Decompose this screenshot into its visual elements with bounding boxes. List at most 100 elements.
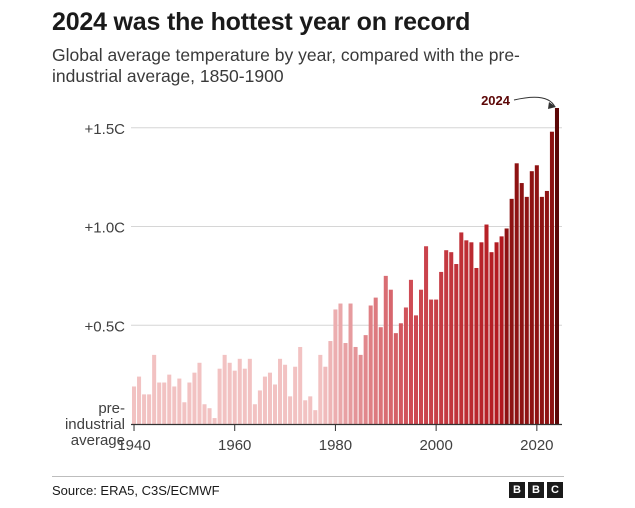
bar-1968	[272, 384, 278, 424]
bar-chart: +0.5C +1.0C +1.5C pre-industrialaverage1940…	[65, 93, 562, 454]
bar-1958	[222, 354, 227, 424]
bar-1965	[257, 390, 262, 424]
bar-1971	[288, 396, 293, 424]
bar-2024	[554, 108, 559, 424]
bar-1981	[338, 303, 343, 424]
bar-1961	[237, 358, 242, 424]
source-note: Source: ERA5, C3S/ECMWF	[52, 483, 220, 498]
bar-1978	[323, 366, 328, 424]
bar-2020	[534, 165, 539, 424]
bar-1988	[373, 297, 378, 424]
y-tick-label: +0.5C	[85, 318, 126, 335]
bar-2008	[474, 267, 479, 424]
bar-1954	[202, 404, 207, 424]
bar-1972	[293, 366, 298, 424]
bbc-logo: B B C	[509, 482, 563, 498]
bar-2014	[504, 228, 509, 424]
bar-1984	[353, 346, 358, 424]
bar-1962	[242, 368, 247, 424]
bar-2016	[514, 163, 519, 425]
bar-1980	[333, 309, 338, 424]
bar-2004	[454, 264, 459, 424]
bar-1966	[262, 376, 267, 424]
bar-1992	[393, 333, 398, 424]
bar-1952	[192, 372, 197, 424]
bar-1994	[403, 307, 408, 424]
annotation-arrow	[513, 96, 556, 108]
bar-1977	[318, 354, 323, 424]
bar-1997	[419, 289, 424, 424]
bar-1979	[328, 341, 333, 424]
bar-2001	[439, 271, 444, 424]
bar-1942	[142, 394, 147, 424]
bar-1945	[157, 382, 162, 424]
bar-1991	[388, 289, 393, 424]
bar-1960	[232, 370, 237, 424]
x-tick-label: 2000	[419, 437, 452, 454]
bar-1987	[368, 305, 373, 424]
bar-1950	[182, 402, 187, 424]
bar-1983	[348, 303, 353, 424]
bar-2022	[544, 190, 549, 424]
bar-2002	[444, 250, 449, 424]
bar-1944	[152, 354, 157, 424]
bar-2023	[549, 131, 554, 424]
baseline-label: industrial	[65, 416, 125, 433]
annotation-arrowhead	[547, 102, 556, 109]
bar-1974	[303, 400, 308, 424]
bar-1970	[283, 364, 288, 424]
bar-2019	[529, 171, 534, 424]
bar-1976	[313, 410, 318, 424]
bar-2012	[494, 242, 499, 424]
bar-2005	[459, 232, 464, 424]
bar-1955	[207, 408, 212, 424]
bar-2021	[539, 196, 544, 424]
bar-1982	[343, 343, 348, 424]
bbc-logo-letter: B	[528, 482, 544, 498]
bar-1951	[187, 382, 192, 424]
bar-1990	[383, 275, 388, 424]
bar-2011	[489, 252, 494, 424]
y-tick-label: +1.0C	[85, 220, 126, 237]
bar-1948	[172, 386, 177, 424]
bar-1985	[358, 354, 363, 424]
bar-1996	[413, 315, 419, 424]
bar-1964	[252, 404, 257, 424]
baseline-label: pre-	[98, 400, 125, 417]
bar-1946	[162, 382, 167, 424]
bar-2000	[434, 299, 439, 424]
x-tick-label: 2020	[520, 437, 553, 454]
chart-title: 2024 was the hottest year on record	[52, 8, 471, 36]
bar-2006	[464, 240, 469, 424]
bar-2013	[499, 236, 504, 424]
bar-1993	[398, 323, 403, 424]
bar-1959	[227, 362, 232, 424]
x-tick-label: 1960	[218, 437, 251, 454]
bar-1973	[298, 346, 303, 424]
bar-1940	[132, 386, 137, 424]
bar-1989	[378, 327, 383, 424]
bar-1986	[363, 335, 368, 424]
bar-2017	[519, 183, 524, 424]
bar-1957	[217, 368, 222, 424]
bar-2009	[479, 242, 484, 424]
baseline-label: average	[71, 432, 125, 449]
footer-divider	[52, 476, 564, 477]
bar-2015	[509, 198, 514, 424]
bar-1949	[177, 378, 182, 424]
bar-2003	[449, 252, 454, 424]
bar-1941	[137, 376, 142, 424]
chart-subtitle: Global average temperature by year, comp…	[52, 45, 520, 86]
bar-1956	[212, 418, 217, 424]
bar-2007	[469, 242, 474, 424]
bar-2010	[484, 224, 489, 424]
bar-1953	[197, 362, 202, 424]
bar-1975	[308, 396, 313, 424]
bbc-logo-letter: C	[547, 482, 563, 498]
bar-1969	[278, 358, 283, 424]
x-tick-label: 1980	[319, 437, 352, 454]
bar-1998	[424, 246, 429, 424]
x-tick-label: 1940	[117, 437, 150, 454]
bar-1963	[247, 358, 252, 424]
bar-1967	[267, 372, 272, 424]
